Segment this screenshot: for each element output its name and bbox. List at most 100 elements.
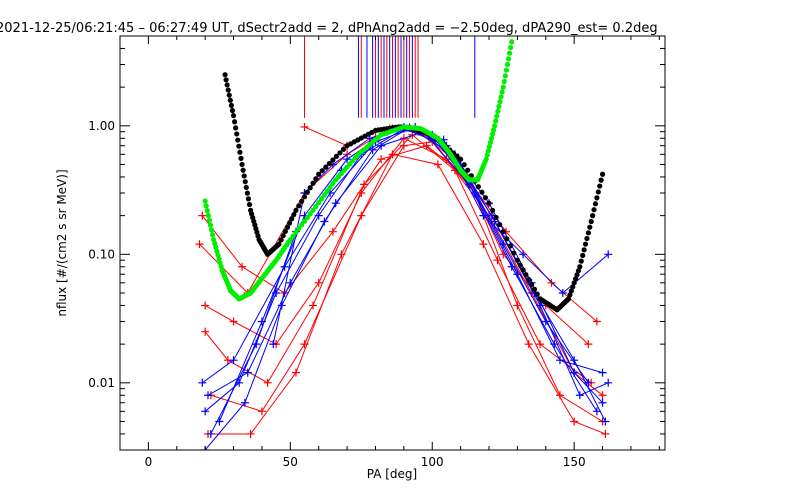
- red-spectrum-line: [204, 134, 592, 384]
- black-fit-curve-dot: [479, 189, 485, 195]
- green-fit-curve-dot: [488, 135, 495, 141]
- vertical-markers: [304, 36, 476, 118]
- blue-spectrum-point: [368, 145, 377, 154]
- green-fit-curve-dot: [497, 99, 503, 105]
- black-fit-curve-dot: [296, 203, 302, 209]
- black-fit-curve-dot: [534, 291, 540, 297]
- black-fit-curve-dot: [588, 218, 594, 225]
- x-axis-label: PA [deg]: [367, 467, 417, 481]
- green-fit-curve-dot: [493, 118, 499, 124]
- black-fit-curve-dot: [280, 233, 286, 239]
- black-fit-curve-dot: [232, 119, 238, 125]
- black-fit-curve-dot: [226, 92, 232, 98]
- red-spectrum-point: [536, 340, 545, 349]
- red-spectrum-point: [547, 278, 556, 287]
- black-fit-curve-dot: [570, 284, 576, 290]
- red-spectrum-point: [246, 429, 255, 438]
- black-fit-curve-dot: [241, 173, 247, 179]
- red-spectrum-point: [570, 417, 579, 426]
- black-fit-curve-dot: [307, 185, 313, 191]
- black-fit-curve-dot: [591, 207, 597, 213]
- black-fit-curve-dot: [229, 107, 236, 114]
- x-tick-label: 150: [563, 455, 586, 469]
- x-tick-label: 0: [145, 455, 153, 469]
- green-fit-curve: [202, 39, 515, 302]
- red-spectrum-point: [229, 317, 238, 326]
- green-fit-curve-dot: [502, 73, 508, 79]
- black-fit-curve-dot: [565, 296, 572, 302]
- blue-spectrum-point: [229, 356, 238, 365]
- black-fit-curve-dot: [454, 153, 460, 159]
- green-fit-curve-dot: [487, 139, 494, 146]
- black-fit-curve-dot: [584, 235, 590, 242]
- green-fit-curve-dot: [327, 184, 333, 191]
- black-fit-curve-dot: [577, 264, 583, 270]
- blue-spectrum-point: [277, 301, 286, 310]
- blue-spectrum-point: [555, 356, 564, 365]
- black-fit-curve-dot: [246, 201, 253, 208]
- green-fit-curve-dot: [293, 229, 299, 235]
- green-fit-curve-dot: [316, 200, 322, 206]
- black-fit-curve-dot: [234, 131, 240, 137]
- black-fit-curve-dot: [230, 113, 237, 119]
- red-spectrum-point: [598, 391, 607, 400]
- green-fit-curve-dot: [330, 181, 336, 187]
- red-spectrum-point: [422, 141, 431, 150]
- black-fit-curve-dot: [245, 196, 252, 202]
- black-fit-curve-dot: [237, 149, 243, 155]
- black-fit-curve-dot: [595, 189, 601, 195]
- black-fit-curve-dot: [599, 171, 606, 177]
- black-fit-curve-dot: [225, 87, 231, 93]
- red-spectrum-point: [195, 240, 204, 249]
- red-spectrum-line: [207, 153, 606, 435]
- black-fit-curve-dot: [222, 72, 228, 78]
- black-fit-curve-dot: [227, 97, 233, 103]
- green-fit-curve-dot: [501, 78, 507, 85]
- blue-spectrum-point: [243, 368, 252, 377]
- blue-spectrum-point: [598, 398, 607, 407]
- blue-spectrum-point: [215, 417, 224, 426]
- blue-spectrum-point: [598, 368, 607, 377]
- black-fit-curve-dot: [568, 288, 574, 294]
- black-fit-curve-dot: [517, 262, 523, 268]
- green-fit-curve-dot: [203, 203, 209, 209]
- black-fit-curve-dot: [581, 247, 587, 253]
- blue-spectrum-point: [550, 340, 559, 349]
- black-fit-curve-dot: [574, 272, 580, 278]
- blue-spectrum-point: [575, 391, 584, 400]
- black-fit-curve-dot: [482, 195, 489, 201]
- y-tick-label: 1.00: [88, 119, 115, 133]
- black-fit-curve-dot: [571, 280, 577, 286]
- black-fit-curve-dot: [240, 167, 246, 173]
- green-fit-curve-dot: [310, 207, 316, 213]
- black-fit-curve-dot: [340, 146, 347, 152]
- blue-spectrum-point: [252, 340, 261, 349]
- blue-spectrum-point: [198, 378, 207, 387]
- y-tick-label: 0.01: [88, 376, 115, 390]
- green-fit-curve-dot: [483, 156, 489, 162]
- blue-spectrum-point: [240, 398, 249, 407]
- black-fit-curve-dot: [326, 160, 332, 167]
- red-spectrum-point: [291, 368, 300, 377]
- black-fit-curve-dot: [461, 162, 467, 168]
- black-fit-curve-dot: [284, 224, 291, 230]
- red-spectrum-point: [238, 262, 247, 271]
- blue-spectrum-point: [604, 378, 613, 387]
- blue-spectrum-point: [206, 429, 215, 438]
- green-fit-curve-dot: [205, 212, 211, 219]
- green-fit-curve-dot: [208, 227, 215, 233]
- green-fit-curve-dot: [290, 233, 296, 239]
- green-fit-curve-dot: [506, 50, 513, 56]
- black-fit-curve-dot: [587, 224, 593, 230]
- green-fit-curve-dot: [287, 237, 293, 243]
- red-spectrum-point: [592, 317, 601, 326]
- green-fit-curve-dot: [509, 39, 515, 45]
- black-fit-curve-dot: [313, 176, 319, 182]
- green-fit-curve-dot: [299, 222, 305, 228]
- black-fit-curve-dot: [242, 179, 248, 185]
- red-spectrum-line: [204, 137, 603, 396]
- green-fit-curve-dot: [508, 44, 514, 51]
- black-fit-curve-dot: [523, 272, 529, 278]
- black-fit-curve-dot: [333, 153, 340, 160]
- red-spectrum-point: [499, 250, 508, 259]
